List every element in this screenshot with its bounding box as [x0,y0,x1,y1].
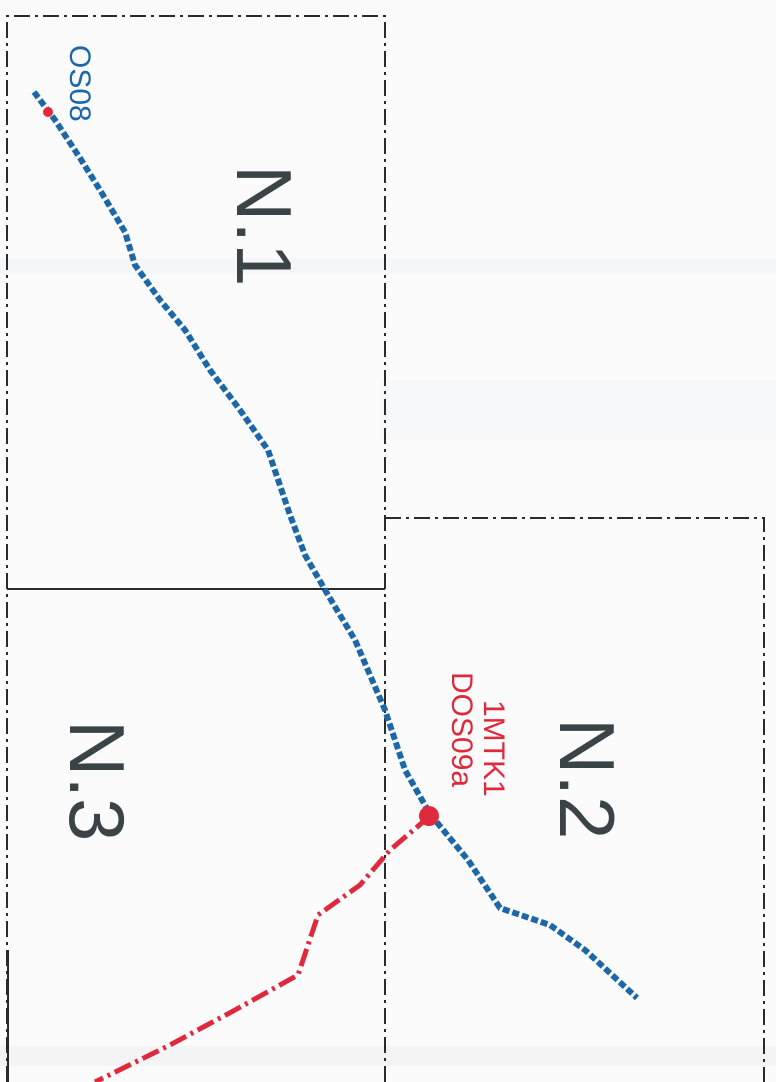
zone-label-n1: N.1 [220,165,308,286]
route-label-1mtk1: 1MTK1 [477,700,510,797]
sheet-boundaries [6,15,765,1082]
blue-route-start-point [43,107,53,117]
sheet-n1-outline [6,15,386,1082]
zone-label-n2: N.2 [543,718,631,839]
sheet-n2-outline [385,517,765,1082]
zone-label-n3: N.3 [53,720,141,841]
route-label-dos09a: DOS09a [445,672,478,787]
blue-route-line [31,90,640,1001]
scan-texture [0,258,776,1066]
red-route-line [93,814,432,1082]
junction-marker [419,806,439,826]
route-label-os08: OS08 [63,45,96,122]
